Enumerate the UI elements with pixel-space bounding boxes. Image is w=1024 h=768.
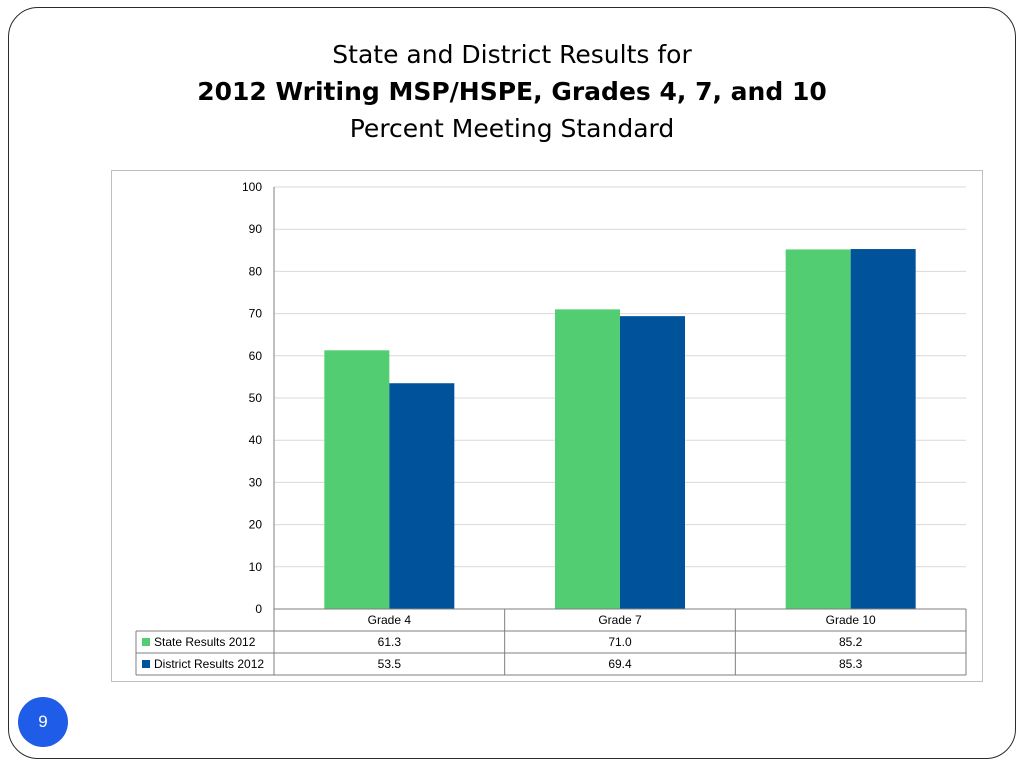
legend-key xyxy=(142,660,150,668)
y-tick-label: 80 xyxy=(249,264,263,278)
legend-entry: District Results 2012 xyxy=(154,657,264,671)
legend-key xyxy=(142,638,150,646)
bar xyxy=(620,316,685,609)
bar-chart: 0 10 20 30 40 50 60 70 80 90 100 Grade 4 Grade 7 Grad… xyxy=(135,180,967,676)
y-tick-label: 50 xyxy=(249,391,263,405)
legend-entry: State Results 2012 xyxy=(154,635,256,649)
y-tick-label: 60 xyxy=(249,349,263,363)
data-label: 61.3 xyxy=(378,635,402,649)
data-label: 85.2 xyxy=(839,635,863,649)
bar xyxy=(785,249,851,609)
y-tick-label: 10 xyxy=(249,560,263,574)
data-label: 53.5 xyxy=(378,657,402,671)
y-tick-label: 70 xyxy=(249,307,263,321)
data-label: 69.4 xyxy=(608,657,632,671)
x-tick-label: Grade 7 xyxy=(598,613,642,627)
y-tick-label: 0 xyxy=(255,602,262,616)
chart-panel: 0 10 20 30 40 50 60 70 80 90 100 Grade 4 Grade 7 Grad… xyxy=(111,170,983,682)
y-tick-label: 20 xyxy=(249,518,263,532)
x-tick-label: Grade 10 xyxy=(826,613,876,627)
page-number: 9 xyxy=(18,697,68,747)
title-line-2: 2012 Writing MSP/HSPE, Grades 4, 7, and … xyxy=(197,77,827,106)
bar xyxy=(324,350,390,609)
y-tick-label: 30 xyxy=(249,475,263,489)
x-tick-label: Grade 4 xyxy=(368,613,412,627)
bar xyxy=(389,383,455,609)
y-tick-label: 90 xyxy=(249,222,263,236)
data-label: 71.0 xyxy=(608,635,632,649)
title-line-1: State and District Results for xyxy=(332,40,692,69)
bar xyxy=(850,249,916,609)
y-tick-label: 100 xyxy=(242,180,262,194)
title-line-3: Percent Meeting Standard xyxy=(349,114,675,143)
slide-title: State and District Results for 2012 Writ… xyxy=(0,36,1024,147)
y-tick-label: 40 xyxy=(249,433,263,447)
data-label: 85.3 xyxy=(839,657,863,671)
bar xyxy=(555,309,620,609)
